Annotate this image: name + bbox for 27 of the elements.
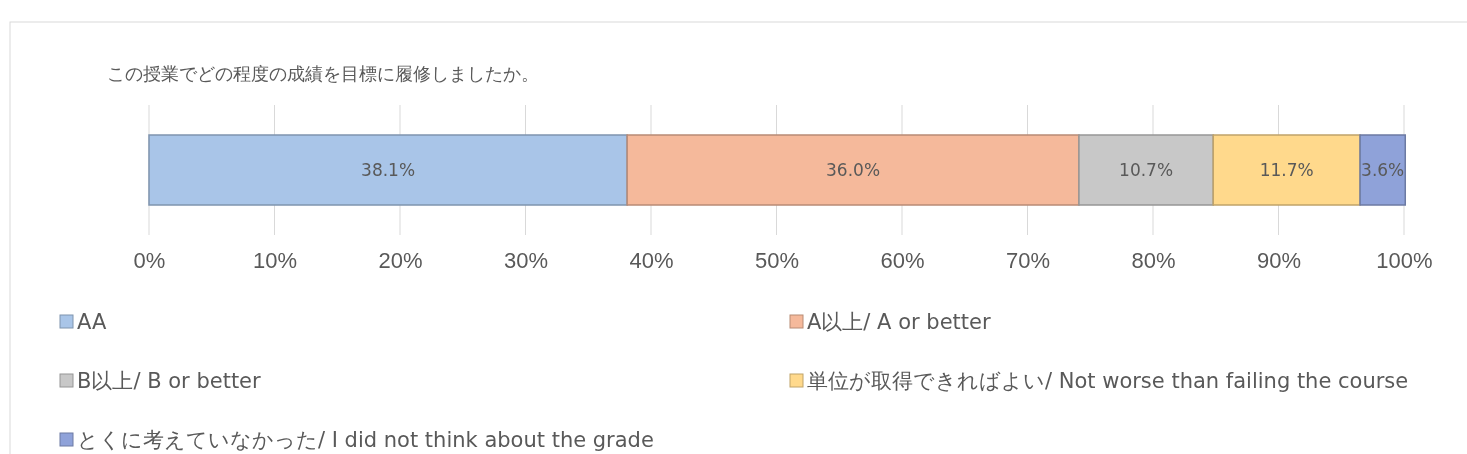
x-tick-label: 0%	[133, 247, 166, 273]
x-tick-label: 30%	[503, 247, 549, 273]
x-tick-label: 90%	[1256, 247, 1302, 273]
legend-label: 単位が取得できればよい/ Not worse than failing the course	[807, 369, 1409, 394]
x-tick-label: 100%	[1376, 247, 1433, 273]
legend-label: とくに考えていなかった/ I did not think about the grade	[77, 428, 654, 453]
bar	[1359, 134, 1406, 206]
legend-label: A以上/ A or better	[807, 310, 991, 335]
x-tick-label: 10%	[252, 247, 298, 273]
bar	[1212, 134, 1361, 206]
x-tick-label: 70%	[1005, 247, 1051, 273]
data-label: 38.1%	[361, 159, 416, 180]
x-tick-label: 50%	[754, 247, 800, 273]
data-label: 10.7%	[1119, 159, 1174, 180]
x-tick-label: 80%	[1131, 247, 1176, 273]
data-label: 3.6%	[1361, 159, 1405, 180]
x-tick-label: 60%	[880, 247, 925, 273]
data-label: 36.0%	[826, 159, 881, 180]
legend-label: B以上/ B or better	[77, 369, 262, 394]
bar	[626, 134, 1080, 206]
legend-label: AA	[77, 310, 107, 335]
x-tick-label: 40%	[629, 247, 674, 273]
bar	[1078, 134, 1214, 206]
bar	[148, 134, 628, 206]
chart-title: この授業でどの程度の成績を目標に履修しましたか。	[107, 63, 539, 84]
x-tick-label: 20%	[378, 247, 423, 273]
data-label: 11.7%	[1259, 159, 1314, 180]
